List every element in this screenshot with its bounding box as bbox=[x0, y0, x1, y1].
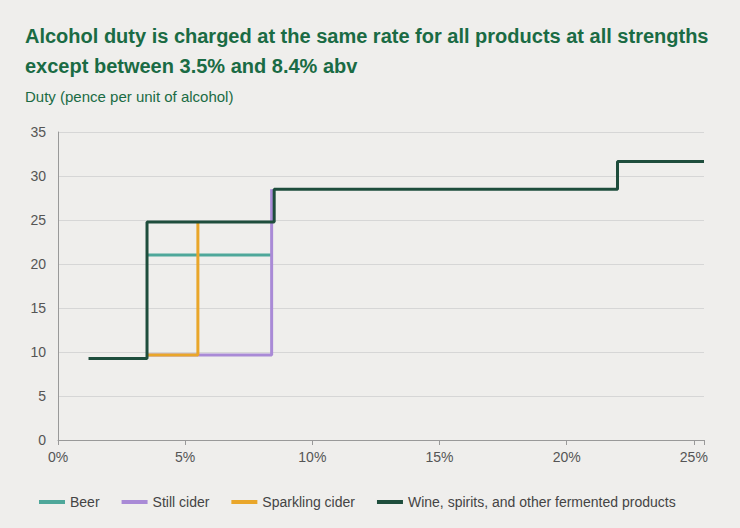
svg-text:Duty (pence per unit of alcoho: Duty (pence per unit of alcohol) bbox=[25, 88, 233, 105]
svg-text:0%: 0% bbox=[48, 449, 68, 465]
svg-text:20: 20 bbox=[30, 256, 46, 272]
svg-text:30: 30 bbox=[30, 168, 46, 184]
svg-text:20%: 20% bbox=[553, 449, 581, 465]
svg-text:15: 15 bbox=[30, 300, 46, 316]
svg-text:10: 10 bbox=[30, 344, 46, 360]
svg-text:10%: 10% bbox=[298, 449, 326, 465]
svg-text:Alcohol duty is charged at the: Alcohol duty is charged at the same rate… bbox=[25, 25, 714, 47]
svg-text:Beer: Beer bbox=[70, 494, 100, 510]
svg-text:Wine, spirits, and other ferme: Wine, spirits, and other fermented produ… bbox=[408, 494, 676, 510]
svg-text:35: 35 bbox=[30, 124, 46, 140]
svg-text:25%: 25% bbox=[680, 449, 708, 465]
svg-text:Still cider: Still cider bbox=[153, 494, 210, 510]
svg-text:5: 5 bbox=[38, 388, 46, 404]
svg-text:except between 3.5% and 8.4% a: except between 3.5% and 8.4% abv bbox=[25, 55, 358, 77]
svg-text:15%: 15% bbox=[425, 449, 453, 465]
svg-text:0: 0 bbox=[38, 432, 46, 448]
svg-text:5%: 5% bbox=[175, 449, 195, 465]
svg-text:25: 25 bbox=[30, 212, 46, 228]
svg-text:Sparkling cider: Sparkling cider bbox=[262, 494, 355, 510]
